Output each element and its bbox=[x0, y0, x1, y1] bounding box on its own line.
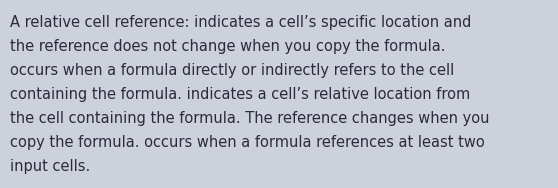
Text: input cells.: input cells. bbox=[10, 159, 90, 174]
Text: copy the formula. occurs when a formula references at least two: copy the formula. occurs when a formula … bbox=[10, 135, 485, 150]
Text: A relative cell reference: indicates a cell’s specific location and: A relative cell reference: indicates a c… bbox=[10, 15, 472, 30]
Text: occurs when a formula directly or indirectly refers to the cell: occurs when a formula directly or indire… bbox=[10, 63, 454, 78]
Text: containing the formula. indicates a cell’s relative location from: containing the formula. indicates a cell… bbox=[10, 87, 470, 102]
Text: the reference does not change when you copy the formula.: the reference does not change when you c… bbox=[10, 39, 445, 54]
Text: the cell containing the formula. The reference changes when you: the cell containing the formula. The ref… bbox=[10, 111, 489, 126]
